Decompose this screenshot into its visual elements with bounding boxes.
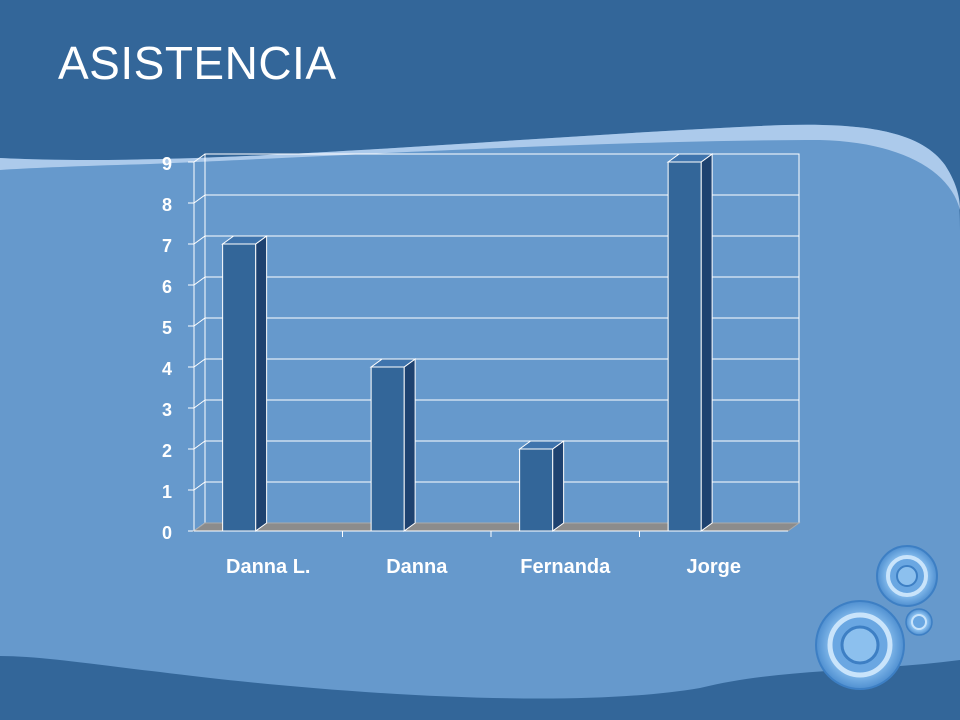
gridline [193, 317, 799, 327]
gridline [193, 276, 799, 286]
y-tick-label: 2 [162, 441, 172, 461]
y-tick-label: 6 [162, 277, 172, 297]
gridline [193, 358, 799, 368]
y-tick-label: 8 [162, 195, 172, 215]
gridline [193, 153, 799, 163]
gridline [193, 194, 799, 204]
x-category-label: Fernanda [520, 556, 611, 578]
gridline [193, 481, 799, 491]
y-tick-label: 0 [162, 523, 172, 543]
bar-side [255, 235, 268, 532]
wave-highlight [0, 124, 960, 210]
body-background [0, 124, 960, 699]
gridline [193, 399, 799, 409]
concentric-rings-icon [815, 545, 938, 690]
y-tick-label: 9 [162, 154, 172, 174]
slide-title: ASISTENCIA [58, 37, 337, 89]
y-tick-label: 4 [162, 359, 172, 379]
y-tick-label: 7 [162, 236, 172, 256]
bar-jorge [667, 161, 702, 532]
y-tick-label: 5 [162, 318, 172, 338]
bar-danna-l [222, 243, 257, 532]
gridline [193, 440, 799, 450]
x-category-label: Danna [386, 556, 448, 578]
bar-fernanda [519, 448, 554, 532]
bar-side [403, 358, 416, 532]
bar-danna [370, 366, 405, 532]
x-category-label: Danna L. [226, 556, 310, 578]
y-tick-label: 1 [162, 482, 172, 502]
gridline [193, 235, 799, 245]
bar-side [700, 153, 713, 532]
bar-side [552, 440, 565, 532]
x-category-label: Jorge [687, 556, 741, 578]
bar-chart: 0 1 2 3 4 5 6 7 8 9 Danna L. Danna Fernanda Jorge [162, 153, 801, 578]
y-tick-label: 3 [162, 400, 172, 420]
